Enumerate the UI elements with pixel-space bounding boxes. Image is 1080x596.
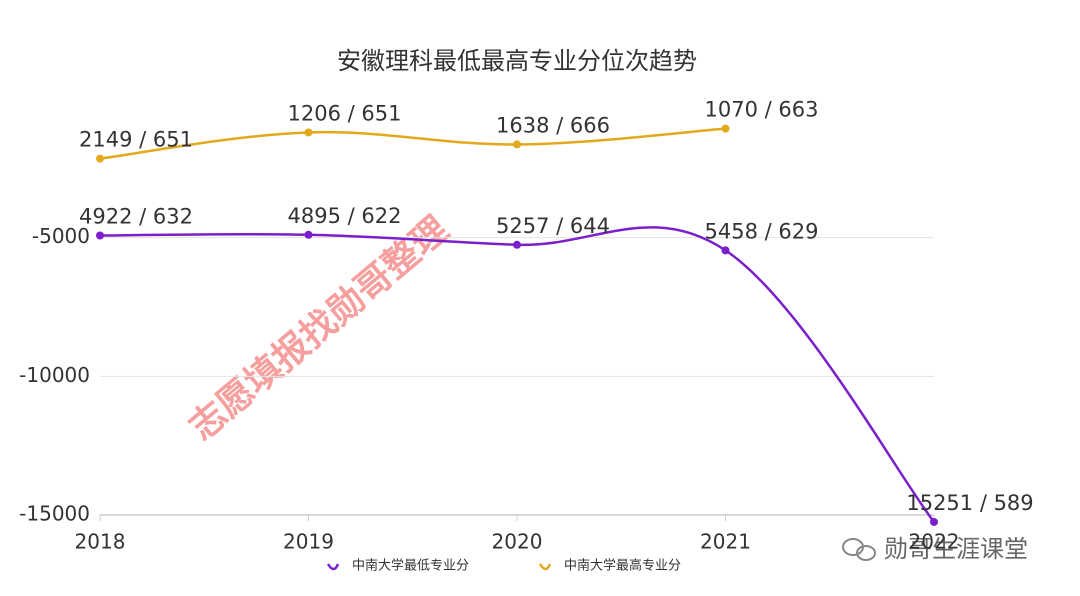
data-label: 2149 / 651 <box>79 128 193 152</box>
x-tick-label: 2019 <box>283 530 334 554</box>
legend-icon <box>326 563 340 571</box>
legend-icon <box>538 563 552 571</box>
y-tick-label: -10000 <box>19 363 90 387</box>
data-point <box>513 140 521 149</box>
data-label: 5458 / 629 <box>705 219 819 243</box>
legend-label: 中南大学最低专业分 <box>352 558 469 574</box>
brand-icon <box>842 538 876 561</box>
x-tick-label: 2020 <box>492 530 543 554</box>
data-label: 1638 / 666 <box>496 113 610 137</box>
x-tick-label: 2022 <box>909 530 960 554</box>
data-point <box>96 154 104 163</box>
y-tick-label: -5000 <box>32 224 90 248</box>
chart-title: 安徽理科最低最高专业分位次趋势 <box>337 47 697 75</box>
data-label: 15251 / 589 <box>906 491 1033 515</box>
data-label: 1070 / 663 <box>705 98 819 122</box>
data-point <box>721 124 730 133</box>
legend-label: 中南大学最高专业分 <box>564 558 681 574</box>
data-point <box>304 128 313 137</box>
x-tick-label: 2021 <box>700 530 751 554</box>
data-label: 4922 / 632 <box>79 205 193 229</box>
series-line <box>99 226 935 523</box>
brand-watermark: 勋哥生涯课堂 <box>884 535 1028 563</box>
data-label: 4895 / 622 <box>288 204 402 228</box>
watermark: 志愿填报找勋哥整理 <box>182 209 457 449</box>
data-point <box>513 240 521 249</box>
data-label: 5257 / 644 <box>496 214 610 238</box>
data-point <box>721 246 730 255</box>
data-label: 1206 / 651 <box>288 101 402 125</box>
y-tick-label: -15000 <box>19 502 90 526</box>
data-point <box>930 517 938 526</box>
data-point <box>96 231 104 240</box>
series-line <box>99 127 726 160</box>
data-point <box>304 230 313 239</box>
x-tick-label: 2018 <box>75 530 126 554</box>
